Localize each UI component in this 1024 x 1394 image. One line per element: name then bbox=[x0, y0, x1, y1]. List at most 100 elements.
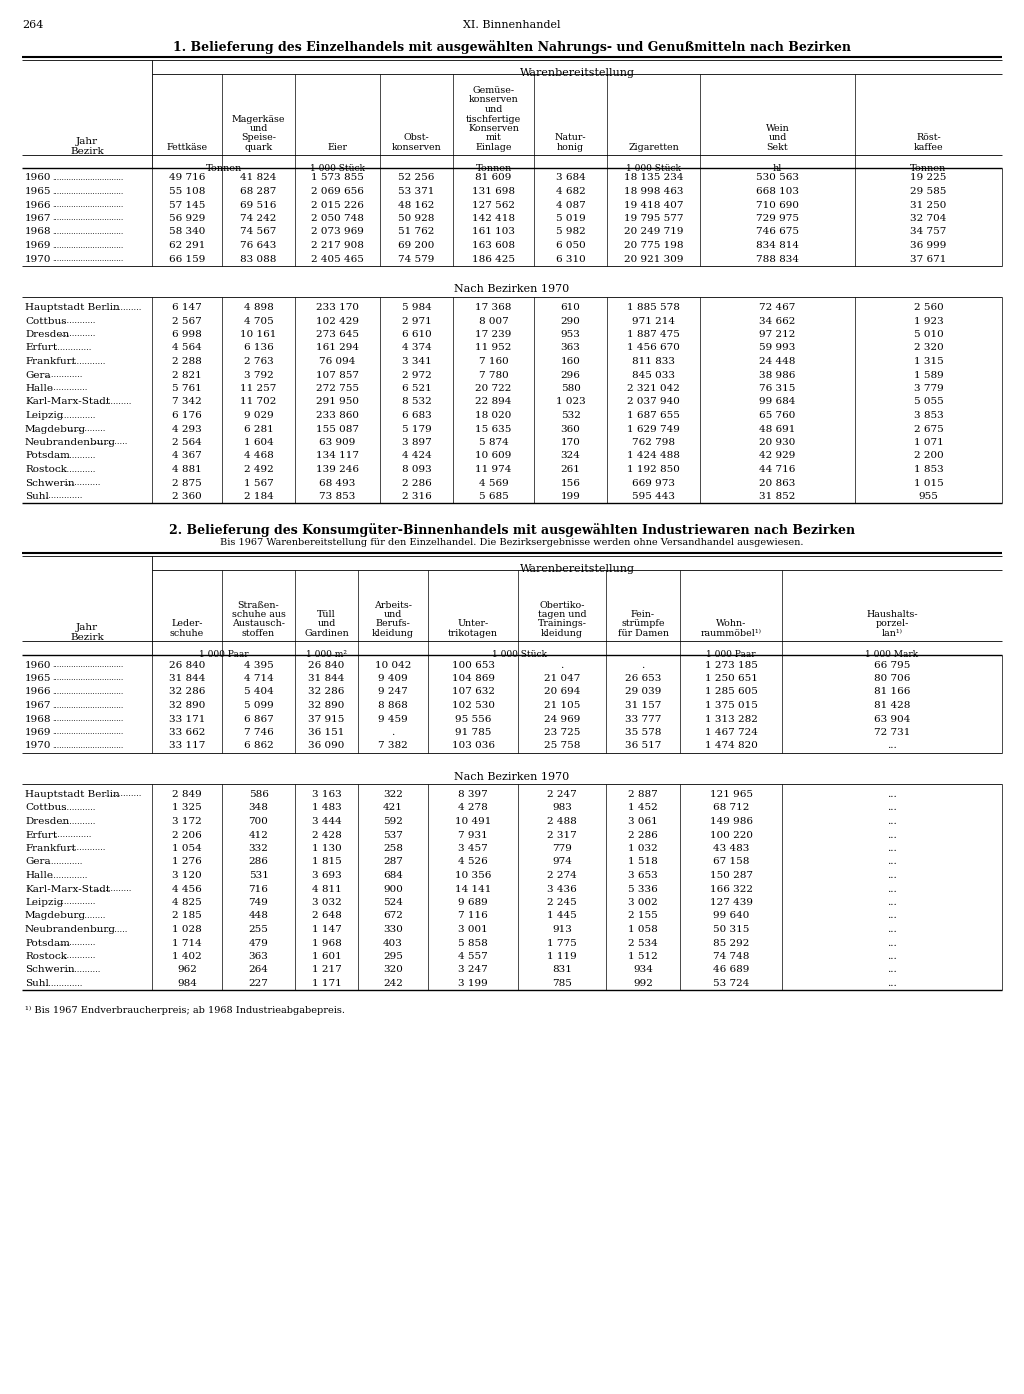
Text: 3 247: 3 247 bbox=[458, 966, 487, 974]
Text: 199: 199 bbox=[560, 492, 581, 500]
Text: 2 360: 2 360 bbox=[172, 492, 202, 500]
Text: 4 682: 4 682 bbox=[556, 187, 586, 197]
Text: 20 722: 20 722 bbox=[475, 383, 512, 393]
Text: 479: 479 bbox=[249, 938, 268, 948]
Text: ..............................: .............................. bbox=[52, 215, 123, 223]
Text: 104 869: 104 869 bbox=[452, 675, 495, 683]
Text: 80 706: 80 706 bbox=[873, 675, 910, 683]
Text: 6 867: 6 867 bbox=[244, 715, 273, 723]
Text: 31 844: 31 844 bbox=[308, 675, 345, 683]
Text: 7 116: 7 116 bbox=[458, 912, 487, 920]
Text: 261: 261 bbox=[560, 466, 581, 474]
Text: 233 170: 233 170 bbox=[316, 302, 359, 312]
Text: ..............................: .............................. bbox=[52, 729, 123, 736]
Text: 34 662: 34 662 bbox=[760, 316, 796, 326]
Text: 3 684: 3 684 bbox=[556, 173, 586, 183]
Text: 900: 900 bbox=[383, 885, 402, 894]
Text: 26 653: 26 653 bbox=[625, 675, 662, 683]
Text: 291 950: 291 950 bbox=[316, 397, 359, 407]
Text: 2 286: 2 286 bbox=[628, 831, 657, 839]
Text: Rostock: Rostock bbox=[25, 952, 67, 960]
Text: Natur-: Natur- bbox=[555, 134, 587, 142]
Text: ..............: .............. bbox=[66, 357, 104, 365]
Text: 50 928: 50 928 bbox=[398, 215, 434, 223]
Text: ..............: .............. bbox=[56, 466, 96, 474]
Text: 448: 448 bbox=[249, 912, 268, 920]
Text: Frankfurt: Frankfurt bbox=[25, 357, 76, 367]
Text: Warenbereitstellung: Warenbereitstellung bbox=[519, 68, 635, 78]
Text: 1970: 1970 bbox=[25, 742, 51, 750]
Text: stoffen: stoffen bbox=[242, 629, 275, 638]
Text: kleidung: kleidung bbox=[541, 629, 583, 638]
Text: ..............................: .............................. bbox=[52, 174, 123, 183]
Text: 55 108: 55 108 bbox=[169, 187, 205, 197]
Text: 1 467 724: 1 467 724 bbox=[705, 728, 758, 737]
Text: 20 930: 20 930 bbox=[760, 438, 796, 447]
Text: 1 313 282: 1 313 282 bbox=[705, 715, 758, 723]
Text: 10 161: 10 161 bbox=[241, 330, 276, 339]
Text: 4 367: 4 367 bbox=[172, 452, 202, 460]
Text: ..............................: .............................. bbox=[52, 715, 123, 723]
Text: 121 965: 121 965 bbox=[710, 790, 753, 799]
Text: 2 015 226: 2 015 226 bbox=[311, 201, 364, 209]
Text: 255: 255 bbox=[249, 926, 268, 934]
Text: Bezirk: Bezirk bbox=[70, 633, 103, 643]
Text: 11 257: 11 257 bbox=[241, 383, 276, 393]
Text: 1966: 1966 bbox=[25, 201, 51, 209]
Text: Schwerin: Schwerin bbox=[25, 478, 75, 488]
Text: 43 483: 43 483 bbox=[713, 843, 750, 853]
Text: 5 858: 5 858 bbox=[458, 938, 487, 948]
Text: 1 130: 1 130 bbox=[311, 843, 341, 853]
Text: 2 288: 2 288 bbox=[172, 357, 202, 367]
Text: 170: 170 bbox=[560, 438, 581, 447]
Text: ...: ... bbox=[887, 885, 897, 894]
Text: 1 968: 1 968 bbox=[311, 938, 341, 948]
Text: 296: 296 bbox=[560, 371, 581, 379]
Text: 59 993: 59 993 bbox=[760, 343, 796, 353]
Text: 684: 684 bbox=[383, 871, 402, 880]
Text: 2 567: 2 567 bbox=[172, 316, 202, 326]
Text: 2 069 656: 2 069 656 bbox=[311, 187, 364, 197]
Text: 746 675: 746 675 bbox=[756, 227, 799, 237]
Text: 4 526: 4 526 bbox=[458, 857, 487, 867]
Text: 36 090: 36 090 bbox=[308, 742, 345, 750]
Text: Tonnen: Tonnen bbox=[475, 164, 512, 173]
Text: 8 007: 8 007 bbox=[478, 316, 508, 326]
Text: 67 158: 67 158 bbox=[713, 857, 750, 867]
Text: 1967: 1967 bbox=[25, 701, 51, 710]
Text: 6 281: 6 281 bbox=[244, 425, 273, 434]
Text: 1965: 1965 bbox=[25, 675, 51, 683]
Text: Arbeits-: Arbeits- bbox=[374, 601, 412, 609]
Text: ...: ... bbox=[887, 790, 897, 799]
Text: schuhe aus: schuhe aus bbox=[231, 611, 286, 619]
Text: Leipzig: Leipzig bbox=[25, 898, 63, 907]
Text: 17 368: 17 368 bbox=[475, 302, 512, 312]
Text: ..............: .............. bbox=[66, 425, 104, 434]
Text: 272 755: 272 755 bbox=[316, 383, 359, 393]
Text: 6 521: 6 521 bbox=[401, 383, 431, 393]
Text: Jahr: Jahr bbox=[76, 623, 98, 631]
Text: 6 136: 6 136 bbox=[244, 343, 273, 353]
Text: 2 488: 2 488 bbox=[547, 817, 577, 827]
Text: 1 273 185: 1 273 185 bbox=[705, 661, 758, 669]
Text: Konserven: Konserven bbox=[468, 124, 519, 132]
Text: 610: 610 bbox=[560, 302, 581, 312]
Text: 324: 324 bbox=[560, 452, 581, 460]
Text: ..............................: .............................. bbox=[52, 742, 123, 750]
Text: 831: 831 bbox=[552, 966, 572, 974]
Text: Nach Bezirken 1970: Nach Bezirken 1970 bbox=[455, 284, 569, 294]
Text: Tonnen: Tonnen bbox=[910, 164, 946, 173]
Text: 672: 672 bbox=[383, 912, 402, 920]
Text: 57 145: 57 145 bbox=[169, 201, 205, 209]
Text: 31 157: 31 157 bbox=[625, 701, 662, 710]
Text: 161 103: 161 103 bbox=[472, 227, 515, 237]
Text: 4 087: 4 087 bbox=[556, 201, 586, 209]
Text: kaffee: kaffee bbox=[913, 144, 943, 152]
Text: 85 292: 85 292 bbox=[713, 938, 750, 948]
Text: 1 853: 1 853 bbox=[913, 466, 943, 474]
Text: ..............................: .............................. bbox=[52, 689, 123, 696]
Text: 100 653: 100 653 bbox=[452, 661, 495, 669]
Text: 1 714: 1 714 bbox=[172, 938, 202, 948]
Text: 102 429: 102 429 bbox=[316, 316, 359, 326]
Text: Obst-: Obst- bbox=[403, 134, 429, 142]
